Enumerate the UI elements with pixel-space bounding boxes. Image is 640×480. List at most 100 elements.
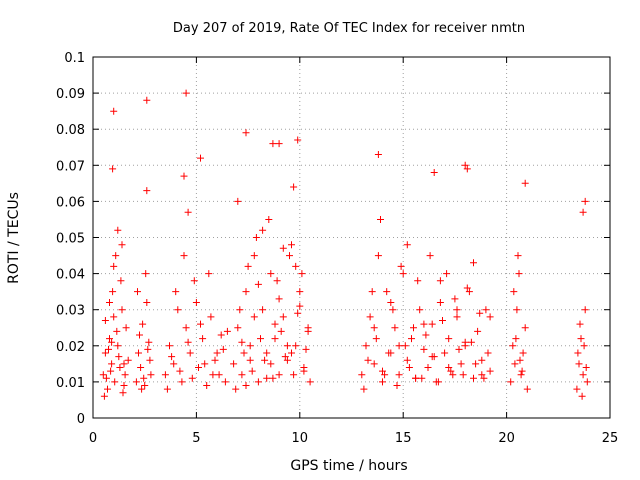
data-point xyxy=(455,345,463,353)
data-point xyxy=(215,371,223,379)
data-point xyxy=(576,320,584,328)
data-point xyxy=(223,327,231,335)
data-point xyxy=(374,151,382,158)
data-point xyxy=(207,313,215,321)
data-point xyxy=(118,241,126,249)
data-point xyxy=(424,364,432,371)
data-point xyxy=(138,385,146,393)
data-point xyxy=(383,288,391,296)
data-point xyxy=(186,349,194,357)
data-point xyxy=(117,277,125,285)
data-point xyxy=(290,371,298,379)
data-point xyxy=(414,277,422,285)
data-point xyxy=(581,306,589,314)
data-point xyxy=(472,360,480,368)
data-point xyxy=(507,378,515,386)
data-point xyxy=(176,367,184,375)
data-point xyxy=(294,136,302,144)
data-point xyxy=(296,302,304,310)
data-point xyxy=(579,371,587,379)
data-point xyxy=(143,96,151,104)
data-point xyxy=(366,313,374,321)
data-point xyxy=(109,288,117,296)
data-point xyxy=(486,367,494,375)
data-point xyxy=(358,371,366,379)
data-point xyxy=(441,349,449,357)
data-point xyxy=(395,371,403,379)
data-point xyxy=(168,353,176,361)
data-point xyxy=(430,169,438,176)
data-point xyxy=(275,140,283,148)
data-point xyxy=(420,320,428,328)
data-point xyxy=(240,349,248,357)
data-point xyxy=(170,360,178,368)
data-point xyxy=(203,382,211,389)
data-point xyxy=(190,277,198,285)
data-point xyxy=(512,335,520,343)
data-point xyxy=(110,313,118,321)
data-point xyxy=(238,338,246,346)
data-point xyxy=(116,364,124,371)
data-point xyxy=(476,309,484,317)
data-point xyxy=(273,277,281,285)
data-point xyxy=(385,349,393,357)
data-point xyxy=(147,371,155,379)
data-point xyxy=(102,374,110,382)
data-point xyxy=(509,342,517,350)
data-point xyxy=(428,353,436,361)
data-point xyxy=(217,331,225,339)
data-point xyxy=(104,385,111,393)
data-point xyxy=(403,241,411,249)
data-point xyxy=(178,378,186,386)
data-point xyxy=(110,107,118,115)
data-point xyxy=(372,335,380,343)
data-point xyxy=(510,288,518,296)
data-point xyxy=(114,342,122,350)
x-axis-title: GPS time / hours xyxy=(290,458,407,474)
data-point xyxy=(161,371,169,379)
data-point xyxy=(381,371,389,379)
y-tick-label: 0.02 xyxy=(56,340,85,355)
data-point xyxy=(105,345,112,353)
data-point xyxy=(362,342,370,350)
data-point xyxy=(279,313,287,321)
y-tick-label: 0.1 xyxy=(64,51,85,66)
data-point xyxy=(259,306,267,314)
data-point xyxy=(121,371,129,379)
data-point xyxy=(395,342,403,350)
data-point xyxy=(254,378,262,386)
data-point xyxy=(120,360,128,368)
chart-title: Day 207 of 2019, Rate Of TEC Index for r… xyxy=(173,21,525,36)
data-point xyxy=(519,349,527,357)
data-point xyxy=(412,374,420,382)
data-point xyxy=(139,320,147,328)
data-point xyxy=(480,374,488,382)
data-point xyxy=(486,313,494,321)
data-point xyxy=(219,345,227,353)
data-point xyxy=(100,392,108,400)
x-tick-label: 20 xyxy=(498,431,515,446)
data-point xyxy=(302,345,310,353)
data-point xyxy=(248,367,256,375)
data-point xyxy=(379,367,386,375)
data-point xyxy=(213,349,221,357)
data-point xyxy=(292,342,300,350)
data-point xyxy=(182,324,190,332)
data-point xyxy=(144,345,152,353)
data-point xyxy=(453,306,461,314)
data-point xyxy=(209,371,217,379)
data-point xyxy=(271,335,279,343)
data-point xyxy=(447,367,455,375)
data-point xyxy=(197,320,204,328)
data-point xyxy=(163,385,171,393)
data-point xyxy=(101,317,109,324)
data-point xyxy=(140,374,148,382)
data-point xyxy=(242,288,250,296)
data-point xyxy=(393,382,401,389)
data-point xyxy=(580,342,588,350)
axis-ticks: 0 0.01 0.02 0.03 0.04 0.05 0.06 0.07 0.08 0.09 0.1… xyxy=(56,51,618,446)
data-point xyxy=(379,378,386,386)
y-tick-label: 0.05 xyxy=(56,232,85,247)
data-point xyxy=(254,280,262,288)
